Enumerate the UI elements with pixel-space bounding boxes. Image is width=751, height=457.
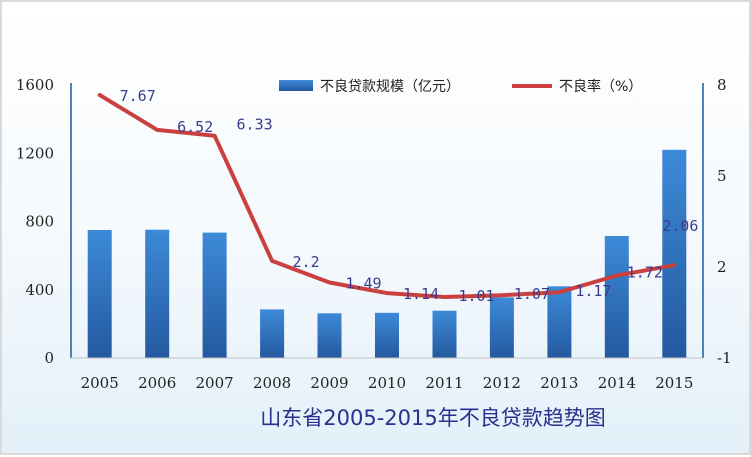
left-y-tick-labels: 0 400 800 1200 1600: [16, 76, 54, 367]
bar-2008: [260, 309, 285, 358]
line-label-2007: 6.33: [237, 116, 273, 134]
legend-bar-swatch: [279, 80, 313, 91]
x-tick-2014: 2014: [598, 374, 636, 392]
x-tick-2006: 2006: [138, 374, 176, 392]
line-label-2005: 7.67: [120, 87, 156, 105]
right-tick-5: 5: [717, 167, 727, 185]
x-tick-2013: 2013: [540, 374, 578, 392]
x-tick-2005: 2005: [81, 374, 119, 392]
right-tick-2: 2: [717, 258, 727, 276]
bar-2012: [489, 297, 514, 358]
bar-2006: [145, 229, 170, 358]
x-tick-2012: 2012: [483, 374, 521, 392]
left-tick-0: 0: [44, 349, 54, 367]
line-label-2009: 1.49: [345, 275, 381, 293]
right-tick--1: -1: [717, 349, 732, 367]
line-label-2011: 1.01: [458, 287, 494, 305]
x-tick-labels: 2005 2006 2007 2008 2009 2010 2011 2012 2013 2014…: [81, 374, 694, 392]
line-label-2013: 1.17: [575, 282, 611, 300]
bar-2009: [317, 313, 342, 358]
legend: 不良贷款规模（亿元） 不良率（%）: [279, 78, 642, 95]
axes: [70, 83, 704, 359]
left-tick-1200: 1200: [16, 144, 54, 162]
bar-2014: [604, 236, 629, 358]
line-label-2012: 1.07: [514, 285, 550, 303]
x-tick-2010: 2010: [368, 374, 406, 392]
line-label-2010: 1.14: [403, 285, 439, 303]
left-tick-800: 800: [25, 213, 54, 231]
right-tick-8: 8: [717, 76, 727, 94]
line-label-2008: 2.2: [293, 253, 320, 271]
left-tick-400: 400: [25, 281, 54, 299]
bar-2015: [662, 149, 687, 358]
bar-2005: [87, 230, 112, 358]
legend-bar-label: 不良贷款规模（亿元）: [320, 79, 460, 95]
bar-series: [87, 149, 687, 358]
x-tick-2007: 2007: [196, 374, 234, 392]
bar-2010: [375, 312, 399, 358]
x-tick-2008: 2008: [253, 374, 291, 392]
bar-2013: [547, 286, 572, 358]
x-tick-2011: 2011: [425, 374, 463, 392]
line-label-2006: 6.52: [177, 118, 213, 136]
line-label-2015: 2.06: [662, 217, 698, 235]
left-tick-1600: 1600: [16, 76, 54, 94]
npl-ratio-line: [97, 93, 677, 299]
x-tick-2009: 2009: [310, 374, 348, 392]
bar-2011: [432, 310, 457, 358]
x-tick-2015: 2015: [655, 374, 693, 392]
bar-2007: [202, 232, 227, 358]
line-data-labels: 7.67 6.52 6.33 2.2 1.49 1.14 1.01 1.07 1.17 1.72 2…: [120, 87, 699, 305]
legend-line-label: 不良率（%）: [559, 78, 642, 95]
line-label-2014: 1.72: [627, 264, 663, 282]
right-y-tick-labels: -1 2 5 8: [717, 76, 732, 367]
chart-title: 山东省2005-2015年不良贷款趋势图: [260, 406, 605, 430]
